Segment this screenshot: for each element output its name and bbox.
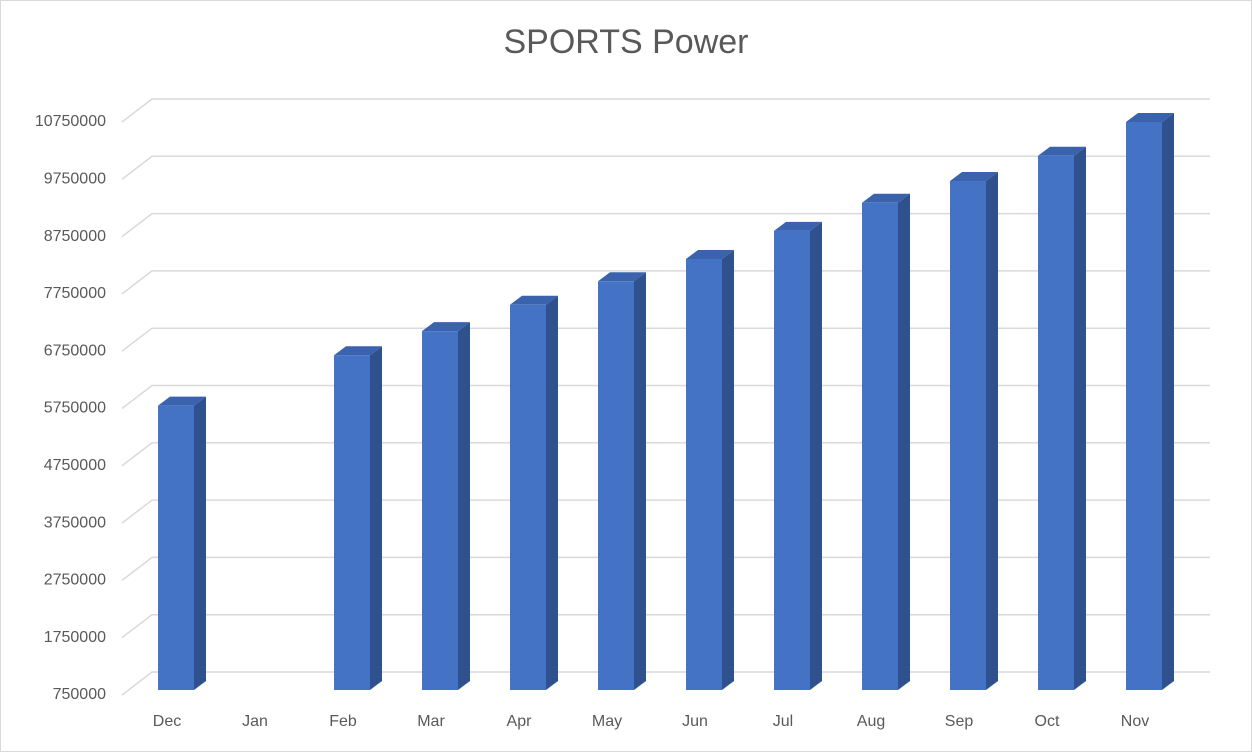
bar-top <box>158 396 206 406</box>
bar-top <box>1126 113 1174 122</box>
bar <box>774 230 810 690</box>
bar-top <box>1038 146 1086 156</box>
bar-side <box>986 172 998 691</box>
bar-top <box>598 272 646 282</box>
y-tick-label: 7750000 <box>44 285 106 302</box>
bar-top <box>422 322 470 332</box>
grid-line <box>121 613 1210 639</box>
grid-line <box>121 212 1210 238</box>
bar <box>950 181 986 691</box>
y-tick-label: 8750000 <box>44 228 106 245</box>
x-tick-label: May <box>592 713 622 730</box>
bar-side <box>1074 146 1086 690</box>
bar-top <box>510 295 558 305</box>
y-tick-label: 6750000 <box>44 342 106 359</box>
y-tick-label: 9750000 <box>44 171 106 188</box>
grid-line <box>121 270 1210 295</box>
grid-line <box>121 499 1210 524</box>
bar <box>510 304 546 690</box>
x-tick-label: Sep <box>945 713 974 730</box>
bar-top <box>950 172 998 182</box>
bar <box>158 405 194 690</box>
y-tick-label: 750000 <box>53 686 106 703</box>
bar <box>334 355 370 690</box>
bar <box>422 331 458 690</box>
y-tick-label: 10750000 <box>35 113 106 130</box>
x-tick-label: Feb <box>329 713 357 730</box>
x-tick-label: Nov <box>1121 713 1149 730</box>
bar <box>862 202 898 690</box>
bar-top <box>686 249 734 259</box>
y-tick-label: 1750000 <box>44 629 106 646</box>
x-tick-label: Mar <box>417 713 445 730</box>
y-tick-label: 3750000 <box>44 514 106 531</box>
grid-line <box>121 98 1210 123</box>
x-tick-label: Jul <box>773 713 793 730</box>
grid-line <box>121 556 1210 581</box>
bar-side <box>458 322 470 690</box>
grid-line <box>121 671 1210 696</box>
x-tick-label: Apr <box>507 713 533 730</box>
grid-line <box>121 327 1210 352</box>
chart-title: SPORTS Power <box>503 23 748 61</box>
y-tick-label: 5750000 <box>44 400 106 417</box>
bar-side <box>1162 113 1174 690</box>
bar-side <box>194 396 206 690</box>
bar-top <box>862 193 910 203</box>
grid-line <box>121 155 1210 180</box>
x-tick-label: Jan <box>242 713 268 730</box>
bar <box>1038 155 1074 690</box>
bar-side <box>898 193 910 690</box>
bar-top <box>334 346 382 356</box>
bar <box>1126 122 1162 690</box>
grid-line <box>121 442 1210 467</box>
bar-side <box>546 295 558 690</box>
bar-side <box>634 272 646 690</box>
bar-side <box>810 221 822 690</box>
x-tick-label: Jun <box>682 713 708 730</box>
y-tick-label: 4750000 <box>44 457 106 474</box>
bar-side <box>722 249 734 690</box>
bar <box>598 281 634 690</box>
grid-line <box>121 384 1210 410</box>
x-tick-label: Aug <box>857 713 885 730</box>
bar-side <box>370 346 382 690</box>
x-tick-label: Oct <box>1035 713 1060 730</box>
bar <box>686 258 722 690</box>
x-tick-label: Dec <box>153 713 181 730</box>
bar-top <box>774 221 822 231</box>
y-tick-label: 2750000 <box>44 572 106 589</box>
